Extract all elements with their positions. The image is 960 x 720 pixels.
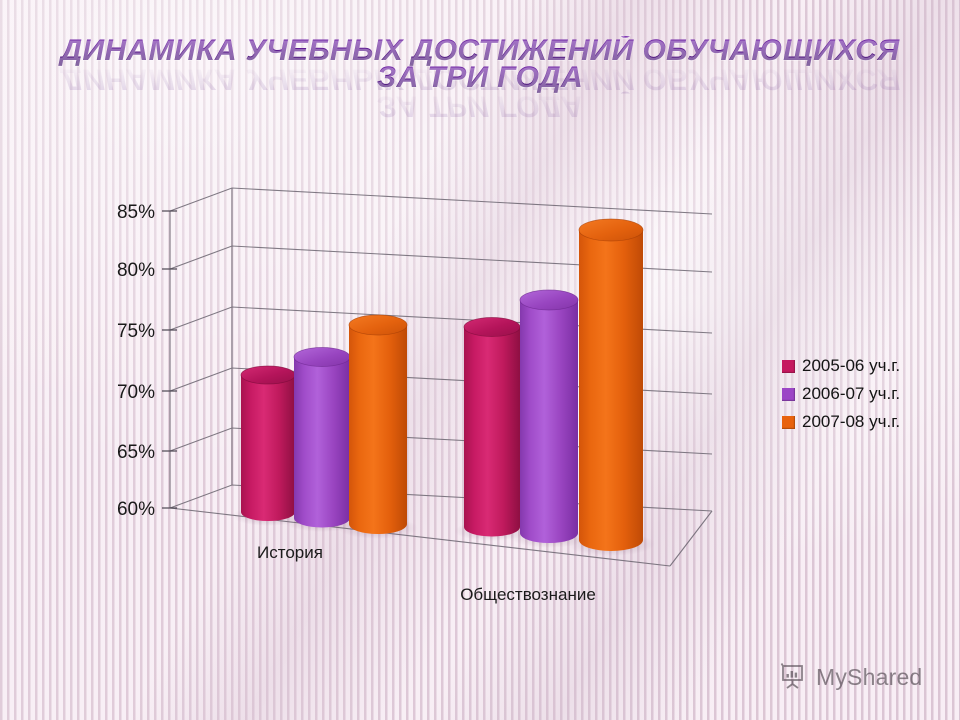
presentation-chart-icon <box>778 660 808 695</box>
watermark-label: MyShared <box>816 664 923 690</box>
legend-swatch-2007-08 <box>782 415 795 429</box>
legend-item-2006-07[interactable]: 2006-07 уч.г. <box>782 380 900 408</box>
title-line-2-reflection: за три года <box>376 89 584 123</box>
myshared-watermark: MyShared <box>778 660 922 695</box>
title-line-1: Динамика учебных достижений обучающихся <box>0 35 960 67</box>
title-line-2: за три года <box>0 63 960 94</box>
legend-label-2007-08: 2007-08 уч.г. <box>802 412 901 431</box>
page-title: Динамика учебных достижений обучающихся … <box>0 35 960 123</box>
legend-swatch-2006-07 <box>782 387 795 401</box>
legend-label-2005-06: 2005-06 уч.г. <box>802 356 901 375</box>
chart-legend: 2005-06 уч.г. 2006-07 уч.г. 2007-08 уч.г… <box>782 352 900 436</box>
legend-item-2007-08[interactable]: 2007-08 уч.г. <box>782 408 900 436</box>
legend-label-2006-07: 2006-07 уч.г. <box>802 384 901 403</box>
legend-swatch-2005-06 <box>782 359 795 373</box>
legend-item-2005-06[interactable]: 2005-06 уч.г. <box>782 352 900 380</box>
